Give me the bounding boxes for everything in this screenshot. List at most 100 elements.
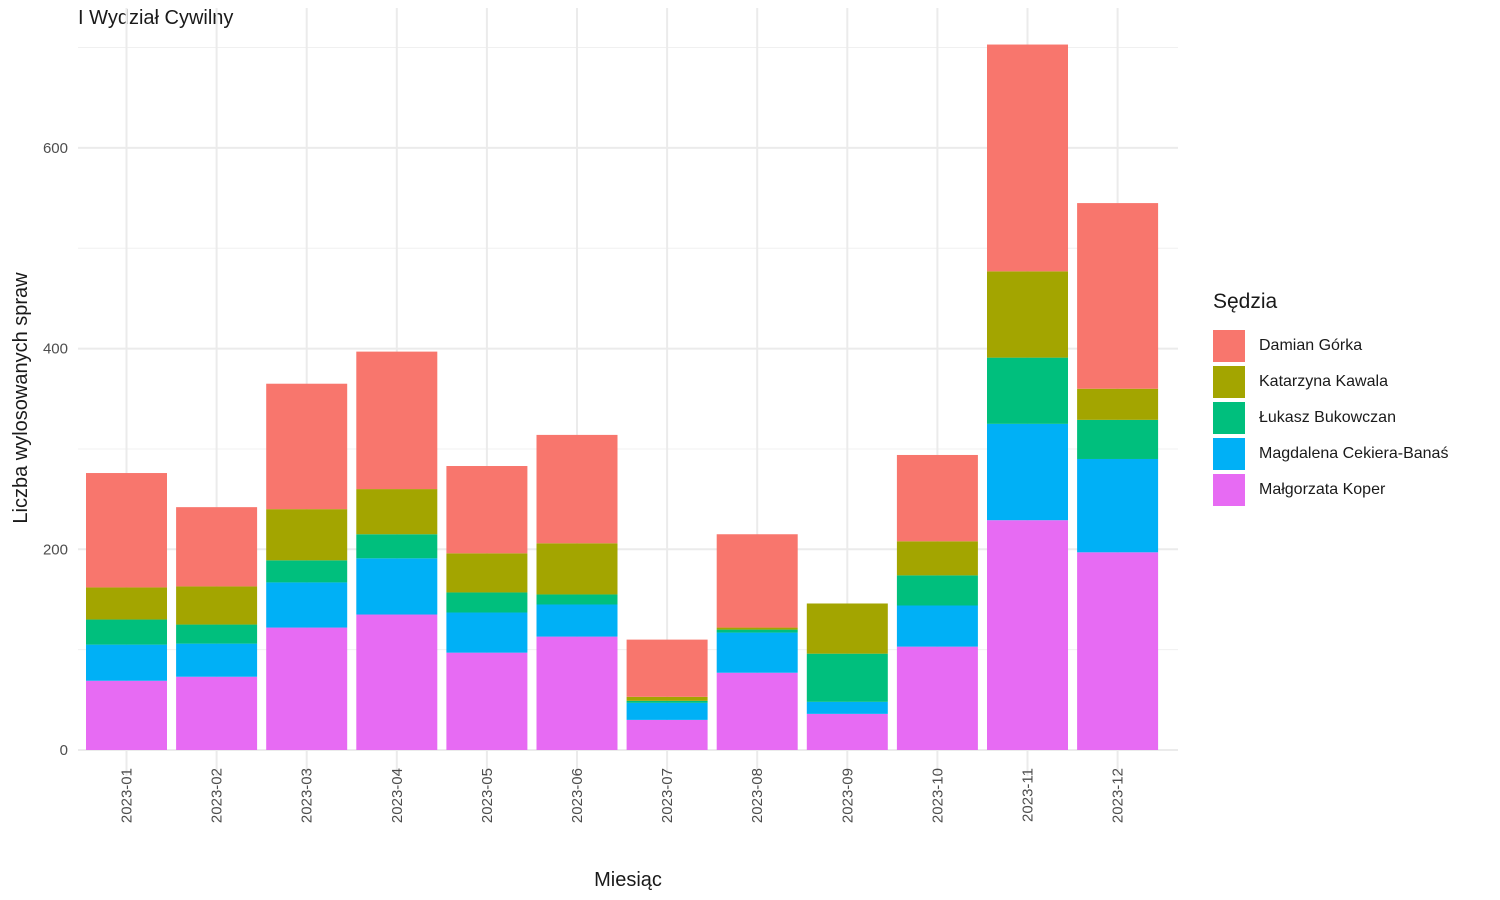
legend-label: Magdalena Cekiera-Banaś xyxy=(1259,445,1449,462)
x-tick-label: 2023-05 xyxy=(479,768,496,823)
bar-damian-gorka-2023-01 xyxy=(86,473,167,588)
legend-item-damian-gorka: Damian Górka xyxy=(1213,328,1448,364)
x-tick-label: 2023-03 xyxy=(299,768,316,823)
bar-magdalena-cekiera-banas-2023-09 xyxy=(806,701,888,714)
x-tick-label: 2023-01 xyxy=(119,768,136,823)
bar-damian-gorka-2023-02 xyxy=(176,507,258,587)
legend-item-lukasz-bukowczan: Łukasz Bukowczan xyxy=(1213,400,1448,436)
legend-title: Sędzia xyxy=(1213,290,1278,313)
legend-swatch xyxy=(1213,438,1245,470)
bar-malgorzata-koper-2023-07 xyxy=(626,719,708,750)
bar-magdalena-cekiera-banas-2023-05 xyxy=(446,612,528,653)
x-tick-label: 2023-08 xyxy=(749,768,766,823)
bar-lukasz-bukowczan-2023-10 xyxy=(896,575,978,606)
bar-damian-gorka-2023-12 xyxy=(1077,203,1159,389)
bar-malgorzata-koper-2023-10 xyxy=(896,646,978,750)
legend-label: Damian Górka xyxy=(1259,337,1363,354)
bar-katarzyna-kawala-2023-06 xyxy=(536,543,618,595)
legend-item-magdalena-cekiera-banas: Magdalena Cekiera-Banaś xyxy=(1213,436,1448,472)
x-tick-label: 2023-06 xyxy=(569,768,586,823)
legend-item-malgorzata-koper: Małgorzata Koper xyxy=(1213,472,1448,508)
bar-lukasz-bukowczan-2023-04 xyxy=(356,534,438,559)
x-tick-label: 2023-02 xyxy=(209,768,226,823)
x-tick-label: 2023-07 xyxy=(659,768,676,823)
bar-malgorzata-koper-2023-12 xyxy=(1077,552,1159,750)
y-axis-ticks: 0 200 400 600 xyxy=(43,140,68,759)
bar-malgorzata-koper-2023-03 xyxy=(266,627,348,750)
bar-lukasz-bukowczan-2023-08 xyxy=(716,629,798,633)
bar-lukasz-bukowczan-2023-09 xyxy=(806,653,888,702)
legend-swatch xyxy=(1213,474,1245,506)
bar-magdalena-cekiera-banas-2023-03 xyxy=(266,582,348,628)
x-tick-label: 2023-11 xyxy=(1020,768,1037,822)
bar-damian-gorka-2023-06 xyxy=(536,434,618,544)
y-tick-label: 600 xyxy=(43,140,68,157)
bar-katarzyna-kawala-2023-01 xyxy=(86,587,167,620)
legend-swatch xyxy=(1213,366,1245,398)
bar-katarzyna-kawala-2023-11 xyxy=(987,271,1068,358)
bar-katarzyna-kawala-2023-04 xyxy=(356,489,438,535)
bar-malgorzata-koper-2023-06 xyxy=(536,636,618,750)
bar-lukasz-bukowczan-2023-11 xyxy=(987,357,1068,424)
bar-magdalena-cekiera-banas-2023-06 xyxy=(536,604,618,637)
x-tick-label: 2023-12 xyxy=(1110,768,1127,823)
bar-damian-gorka-2023-03 xyxy=(266,383,348,510)
bar-magdalena-cekiera-banas-2023-12 xyxy=(1077,458,1159,553)
bar-malgorzata-koper-2023-02 xyxy=(176,676,258,750)
x-axis-title: Miesiąc xyxy=(594,869,662,891)
bar-lukasz-bukowczan-2023-01 xyxy=(86,619,167,645)
y-axis-title: Liczba wylosowanych spraw xyxy=(10,272,32,524)
bar-magdalena-cekiera-banas-2023-10 xyxy=(896,605,978,647)
bar-damian-gorka-2023-04 xyxy=(356,351,438,490)
bar-katarzyna-kawala-2023-03 xyxy=(266,509,348,561)
bar-lukasz-bukowczan-2023-03 xyxy=(266,560,348,583)
y-tick-label: 0 xyxy=(60,742,68,759)
bar-damian-gorka-2023-10 xyxy=(896,454,978,542)
bar-magdalena-cekiera-banas-2023-11 xyxy=(987,423,1068,521)
bar-malgorzata-koper-2023-05 xyxy=(446,652,528,750)
x-tick-label: 2023-09 xyxy=(839,768,856,823)
legend: Sędzia Damian Górka Katarzyna Kawala Łukas… xyxy=(1213,290,1448,508)
bar-lukasz-bukowczan-2023-12 xyxy=(1077,419,1159,459)
legend-items: Damian Górka Katarzyna Kawala Łukasz Bukow… xyxy=(1213,328,1448,508)
bar-lukasz-bukowczan-2023-02 xyxy=(176,624,258,644)
bar-katarzyna-kawala-2023-12 xyxy=(1077,388,1159,420)
bar-magdalena-cekiera-banas-2023-01 xyxy=(86,644,167,681)
bar-katarzyna-kawala-2023-09 xyxy=(806,603,888,654)
legend-swatch xyxy=(1213,402,1245,434)
bar-malgorzata-koper-2023-01 xyxy=(86,680,167,750)
bar-malgorzata-koper-2023-04 xyxy=(356,614,438,750)
y-tick-label: 200 xyxy=(43,541,68,558)
bar-stacks xyxy=(86,44,1159,750)
bar-lukasz-bukowczan-2023-05 xyxy=(446,592,528,613)
bar-katarzyna-kawala-2023-08 xyxy=(716,627,798,630)
legend-swatch xyxy=(1213,330,1245,362)
y-tick-label: 400 xyxy=(43,341,68,358)
bar-lukasz-bukowczan-2023-06 xyxy=(536,594,618,605)
legend-label: Łukasz Bukowczan xyxy=(1259,409,1396,426)
bar-damian-gorka-2023-11 xyxy=(987,44,1068,272)
bar-katarzyna-kawala-2023-02 xyxy=(176,586,258,625)
legend-item-katarzyna-kawala: Katarzyna Kawala xyxy=(1213,364,1448,400)
bar-malgorzata-koper-2023-11 xyxy=(987,520,1068,750)
legend-label: Małgorzata Koper xyxy=(1259,481,1386,498)
bar-malgorzata-koper-2023-08 xyxy=(716,672,798,750)
chart-title: I Wydział Cywilny xyxy=(78,7,234,29)
bar-magdalena-cekiera-banas-2023-02 xyxy=(176,643,258,677)
bar-magdalena-cekiera-banas-2023-04 xyxy=(356,558,438,615)
bar-magdalena-cekiera-banas-2023-08 xyxy=(716,632,798,673)
bar-katarzyna-kawala-2023-07 xyxy=(626,696,708,701)
x-axis-ticks: 2023-01 2023-02 2023-03 2023-04 2023-05 2023-… xyxy=(119,768,1127,823)
bar-damian-gorka-2023-08 xyxy=(716,534,798,628)
bar-damian-gorka-2023-07 xyxy=(626,639,708,697)
bar-malgorzata-koper-2023-09 xyxy=(806,713,888,750)
bar-katarzyna-kawala-2023-10 xyxy=(896,541,978,576)
x-tick-label: 2023-10 xyxy=(929,768,946,823)
x-tick-label: 2023-04 xyxy=(389,768,406,823)
legend-label: Katarzyna Kawala xyxy=(1259,373,1388,390)
bar-katarzyna-kawala-2023-05 xyxy=(446,553,528,593)
bar-magdalena-cekiera-banas-2023-07 xyxy=(626,702,708,720)
bar-damian-gorka-2023-05 xyxy=(446,466,528,554)
bar-lukasz-bukowczan-2023-07 xyxy=(626,700,708,703)
